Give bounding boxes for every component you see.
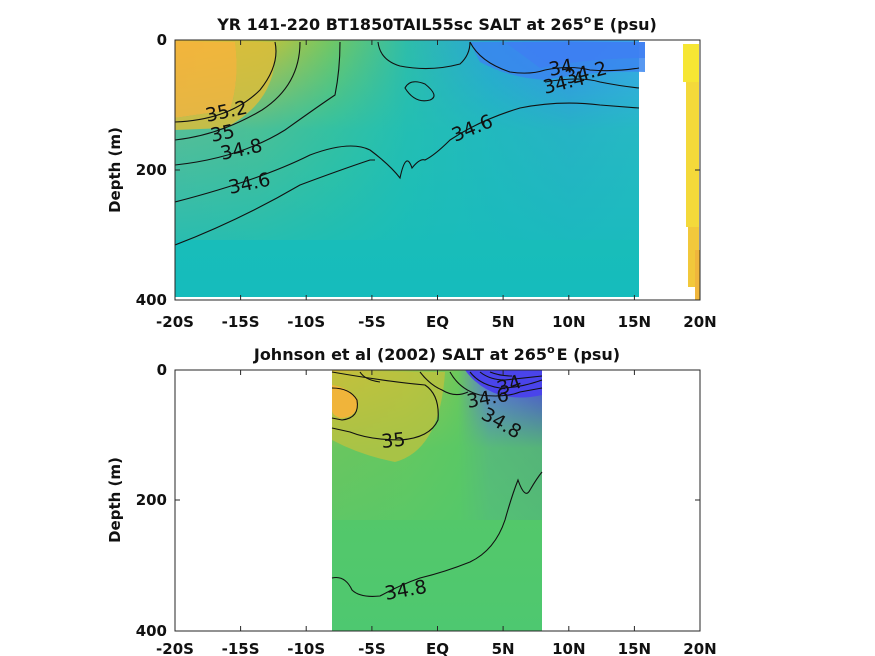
bottom-x-tick: -20S	[156, 640, 194, 656]
bottom-ticks	[175, 370, 700, 631]
bottom-y-tick-labels: 0 200 400	[136, 361, 167, 640]
bottom-y-axis-label: Depth (m)	[106, 457, 124, 543]
top-x-tick: 15N	[618, 313, 651, 331]
bottom-x-tick: EQ	[426, 640, 449, 656]
bottom-x-tick: 10N	[552, 640, 585, 656]
bottom-panel: Johnson et al (2002) SALT at 265o E (psu)…	[106, 343, 717, 656]
bottom-x-tick-labels: -20S -15S -10S -5S EQ 5N 10N 15N 20N	[156, 640, 717, 656]
top-y-axis-label: Depth (m)	[106, 127, 124, 213]
bottom-x-tick: 20N	[683, 640, 716, 656]
top-x-tick: EQ	[426, 313, 449, 331]
bottom-title: Johnson et al (2002) SALT at 265o E (psu)	[253, 343, 620, 364]
top-ticks	[174, 40, 701, 300]
top-contour-labels: 35.2 35 34.8 34.6 34.6 34 34.2 34.4	[203, 55, 609, 199]
top-x-tick: 5N	[492, 313, 515, 331]
top-x-tick: -15S	[222, 313, 260, 331]
top-x-tick: 20N	[683, 313, 716, 331]
bottom-x-tick: 5N	[492, 640, 515, 656]
bottom-contours	[331, 371, 543, 597]
top-y-tick: 0	[157, 31, 167, 49]
top-x-tick-labels: -20S -15S -10S -5S EQ 5N 10N 15N 20N	[156, 313, 717, 331]
top-panel: YR 141-220 BT1850TAIL55sc SALT at 265o E …	[106, 13, 717, 331]
top-x-tick: -10S	[287, 313, 325, 331]
bottom-x-tick: -5S	[358, 640, 385, 656]
bottom-y-tick: 200	[136, 491, 167, 509]
bottom-data-field	[332, 370, 542, 631]
bottom-y-tick: 400	[136, 622, 167, 640]
top-contour-label: 34	[547, 55, 575, 81]
top-y-tick: 200	[136, 161, 167, 179]
top-x-tick: 10N	[552, 313, 585, 331]
top-x-tick: -20S	[156, 313, 194, 331]
top-x-tick: -5S	[358, 313, 385, 331]
top-contour-label: 35	[208, 120, 236, 147]
top-data-field	[175, 40, 700, 300]
bottom-x-tick: -15S	[222, 640, 260, 656]
bottom-y-tick: 0	[157, 361, 167, 379]
bottom-x-tick: -10S	[287, 640, 325, 656]
bottom-contour-label: 35	[380, 429, 406, 453]
top-contours	[175, 41, 640, 246]
top-title: YR 141-220 BT1850TAIL55sc SALT at 265o E …	[216, 13, 657, 34]
bottom-x-tick: 15N	[618, 640, 651, 656]
top-y-tick: 400	[136, 291, 167, 309]
top-y-tick-labels: 0 200 400	[136, 31, 167, 309]
